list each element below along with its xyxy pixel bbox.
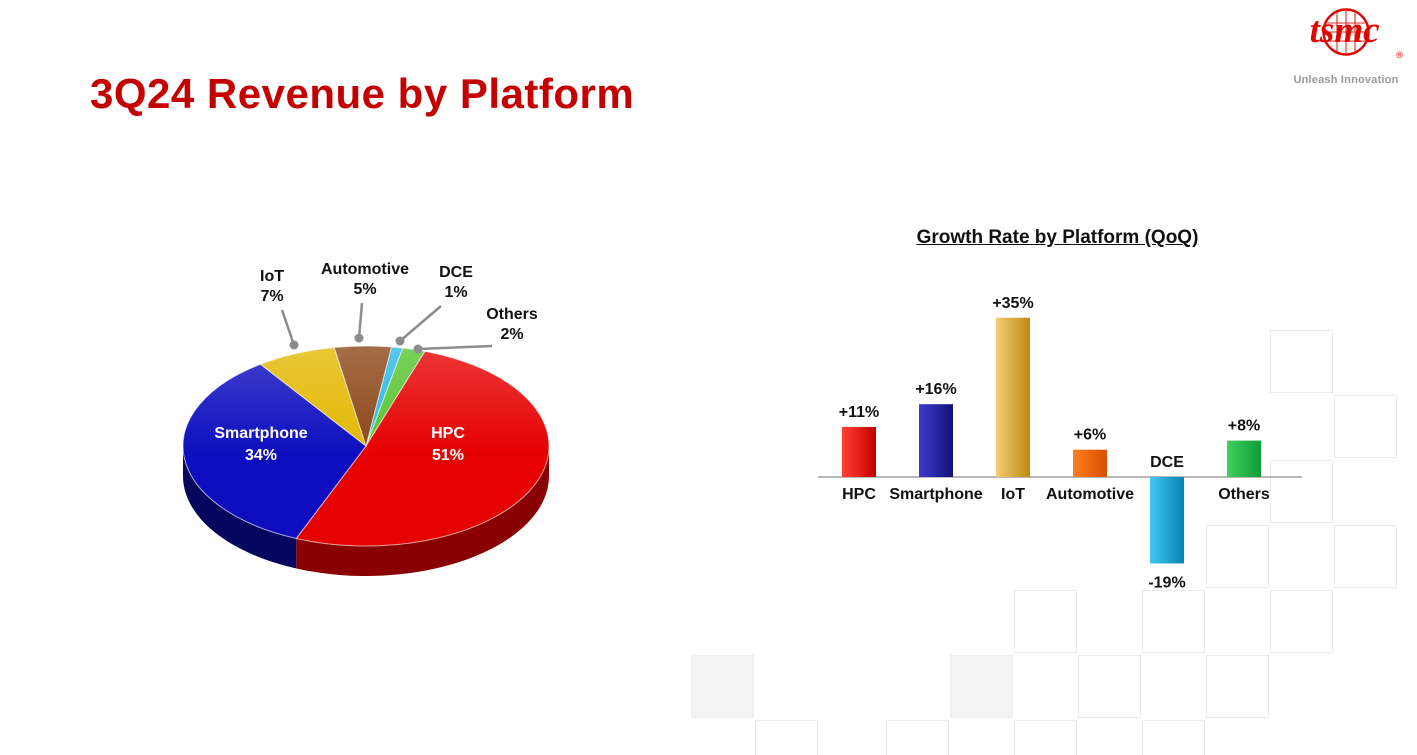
bar-category-smartphone: Smartphone	[889, 486, 982, 503]
pie-leader-line-iot	[280, 309, 296, 346]
background-square	[1334, 525, 1397, 588]
page-title: 3Q24 Revenue by Platform	[90, 70, 635, 117]
background-square	[1206, 655, 1269, 718]
bar-dce	[1150, 477, 1184, 564]
registered-mark: ®	[1396, 50, 1403, 60]
bar-value-iot: +35%	[992, 295, 1033, 312]
bar-automotive	[1073, 449, 1107, 477]
background-square	[1014, 720, 1077, 755]
bar-hpc	[842, 426, 876, 477]
pie-label-smartphone: Smartphone	[214, 425, 307, 442]
bar-value-hpc: +11%	[839, 404, 879, 421]
bar-category-automotive: Automotive	[1046, 486, 1134, 503]
growth-bar-chart: +11% HPC +16% Smartphone +35% IoT +6% Automotiv…	[818, 295, 1302, 591]
bar-category-dce: DCE	[1150, 454, 1184, 471]
bar-category-others: Others	[1218, 486, 1270, 503]
pie-leader-line-automotive	[357, 302, 364, 339]
logo-mark: tsmc ®	[1287, 2, 1405, 66]
pie-value-iot: 7%	[260, 288, 283, 305]
pie-leader-line-others	[417, 344, 493, 351]
bar-value-automotive: +6%	[1074, 427, 1106, 444]
background-square	[1270, 460, 1333, 523]
bar-category-hpc: HPC	[842, 486, 876, 503]
pie-value-smartphone: 34%	[245, 447, 277, 464]
pie-leader-dot-others	[413, 344, 423, 354]
pie-leader-dot-dce	[395, 336, 405, 346]
bar-value-dce: -19%	[1148, 574, 1185, 591]
pie-leader-dot-iot	[289, 340, 299, 350]
wafer-icon	[1322, 8, 1370, 56]
background-square	[886, 720, 949, 755]
logo-brand: tsmc	[1309, 10, 1380, 51]
background-square	[691, 655, 754, 718]
background-square	[1142, 590, 1205, 653]
background-square	[1078, 655, 1141, 718]
pie-value-others: 2%	[500, 326, 523, 343]
bar-value-smartphone: +16%	[915, 381, 956, 398]
pie-label-dce: DCE	[439, 264, 473, 281]
pie-value-dce: 1%	[444, 284, 467, 301]
pie-value-automotive: 5%	[353, 281, 376, 298]
background-square	[1334, 395, 1397, 458]
logo-tagline: Unleash Innovation	[1293, 74, 1399, 86]
pie-label-hpc: HPC	[431, 425, 465, 442]
background-square	[950, 655, 1013, 718]
bar-others	[1227, 440, 1261, 477]
revenue-pie-chart: DCE 1% Others 2% HPC 51% Smartphone 34% IoT 7% Aut…	[182, 261, 550, 576]
background-square	[1270, 330, 1333, 393]
pie-leader-dot-automotive	[354, 333, 364, 343]
bar-value-others: +8%	[1228, 418, 1260, 435]
pie-leader-line-dce	[399, 305, 442, 342]
pie-label-automotive: Automotive	[321, 261, 409, 278]
pie-value-hpc: 51%	[432, 447, 464, 464]
pie-label-iot: IoT	[260, 268, 284, 285]
bar-iot	[996, 317, 1030, 477]
tsmc-logo: tsmc ® Unleash Innovation	[1287, 2, 1405, 86]
background-square	[755, 720, 818, 755]
bar-smartphone	[919, 404, 953, 477]
background-square	[1014, 590, 1077, 653]
bar-chart-title: Growth Rate by Platform (QoQ)	[916, 227, 1199, 248]
background-square	[1206, 525, 1269, 588]
background-square	[1270, 590, 1333, 653]
background-square	[1142, 720, 1205, 755]
pie-label-others: Others	[486, 306, 538, 323]
bar-category-iot: IoT	[1001, 486, 1025, 503]
